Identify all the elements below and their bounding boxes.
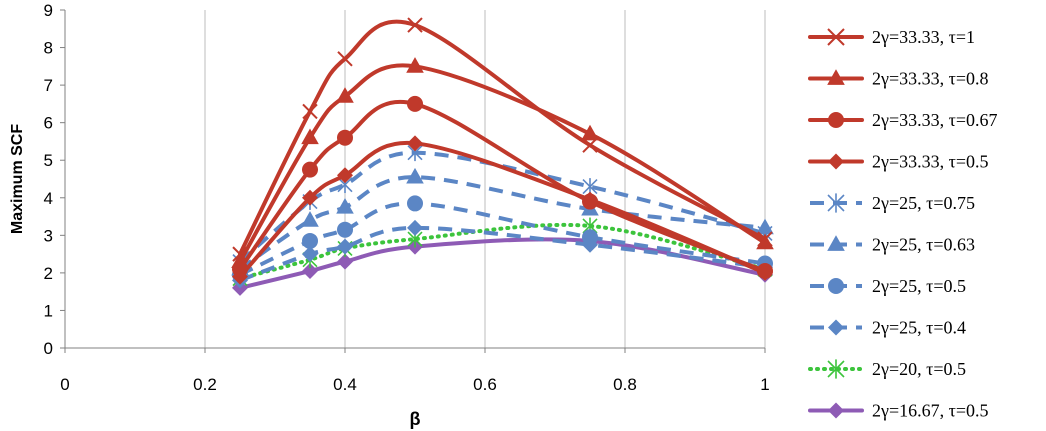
data-point	[231, 252, 249, 269]
legend-item: 2γ=25, τ=0.4	[810, 318, 966, 338]
legend-label: 2γ=25, τ=0.63	[872, 235, 975, 255]
data-point	[582, 193, 598, 210]
series-line	[238, 63, 767, 264]
x-tick-label: 0.2	[193, 375, 217, 394]
y-tick-label: 3	[44, 226, 53, 245]
data-point	[757, 231, 773, 247]
x-tick-label: 0.4	[333, 375, 357, 394]
y-tick-label: 1	[44, 301, 53, 320]
x-tick-label: 0.8	[613, 375, 637, 394]
data-point	[336, 197, 354, 214]
data-point	[407, 135, 423, 152]
legend-marker	[828, 402, 844, 419]
legend-item: 2γ=25, τ=0.75	[810, 193, 975, 213]
y-tick-label: 6	[44, 114, 53, 133]
data-point	[407, 195, 423, 212]
legend-label: 2γ=25, τ=0.75	[872, 193, 975, 213]
data-point	[337, 221, 353, 238]
series-1	[232, 17, 773, 262]
data-point	[302, 103, 318, 120]
plot-area	[231, 17, 774, 296]
data-point	[302, 161, 318, 178]
x-tick-label: 0	[60, 375, 69, 394]
data-point	[302, 189, 318, 206]
data-point	[302, 263, 318, 280]
legend-item: 2γ=33.33, τ=0.67	[808, 110, 998, 130]
marker-stroke	[757, 231, 773, 247]
marker-stroke	[827, 28, 845, 46]
x-tick-label: 1	[760, 375, 769, 394]
y-tick-label: 5	[44, 151, 53, 170]
data-point	[337, 253, 353, 270]
legend-marker	[828, 153, 844, 170]
legend-item: 2γ=16.67, τ=0.5	[808, 401, 989, 421]
legend-marker	[827, 69, 845, 85]
data-point	[337, 129, 353, 146]
x-axis-label: β	[410, 409, 421, 429]
marker-stroke	[302, 103, 318, 120]
legend-marker	[827, 28, 845, 46]
data-point	[757, 263, 773, 280]
data-point	[337, 51, 353, 67]
y-tick-label: 7	[44, 76, 53, 95]
legend-label: 2γ=33.33, τ=0.67	[872, 110, 998, 130]
legend-item: 2γ=20, τ=0.5	[808, 359, 966, 379]
y-tick-label: 4	[44, 189, 53, 208]
data-point	[756, 233, 774, 250]
data-point	[301, 128, 319, 145]
y-tick-label: 2	[44, 264, 53, 283]
x-tick-label: 0.6	[473, 375, 497, 394]
marker-stroke	[582, 137, 598, 153]
legend-label: 2γ=16.67, τ=0.5	[872, 401, 989, 421]
data-point	[407, 219, 423, 236]
data-point	[301, 211, 319, 227]
legend-item: 2γ=25, τ=0.5	[810, 276, 966, 296]
legend-label: 2γ=20, τ=0.5	[872, 359, 966, 379]
series-line	[238, 19, 767, 257]
legend-marker	[828, 278, 844, 294]
legend-marker	[827, 193, 845, 213]
legend-label: 2γ=33.33, τ=0.8	[872, 69, 989, 89]
legend-marker	[828, 112, 844, 128]
tick-labels: 0 1 2 3 4 5 6 7 8 9 0 0.2 0.4 0.6 0.8 1	[44, 1, 770, 394]
data-point	[336, 87, 354, 103]
legend-item: 2γ=33.33, τ=1	[808, 27, 975, 47]
data-point	[302, 232, 318, 249]
legend: 2γ=33.33, τ=1 2γ=33.33, τ=0.8 2γ=33.33, τ=…	[808, 27, 998, 421]
y-axis-label: Maximum SCF	[9, 124, 26, 234]
data-point	[406, 167, 424, 184]
legend-marker	[827, 235, 845, 251]
legend-marker	[827, 359, 845, 379]
data-point	[407, 95, 423, 112]
marker-stroke	[407, 17, 423, 33]
legend-label: 2γ=33.33, τ=1	[872, 27, 975, 47]
legend-label: 2γ=33.33, τ=0.5	[872, 152, 989, 172]
data-point	[581, 124, 599, 141]
legend-marker	[828, 319, 844, 336]
legend-label: 2γ=25, τ=0.5	[872, 276, 966, 296]
y-tick-label: 9	[44, 1, 53, 20]
grid-lines	[204, 10, 766, 348]
legend-item: 2γ=33.33, τ=0.5	[808, 152, 989, 172]
data-point	[406, 57, 424, 73]
marker-stroke	[337, 51, 353, 67]
data-point	[407, 17, 423, 33]
series-2	[231, 57, 774, 269]
data-point	[337, 238, 353, 255]
data-point	[582, 229, 598, 246]
y-tick-label: 0	[44, 339, 53, 358]
legend-item: 2γ=33.33, τ=0.8	[808, 69, 989, 89]
axes	[60, 9, 766, 353]
data-point	[582, 137, 598, 153]
legend-label: 2γ=25, τ=0.4	[872, 318, 966, 338]
legend-item: 2γ=25, τ=0.63	[810, 235, 975, 255]
data-point	[232, 246, 248, 262]
marker-stroke	[232, 246, 248, 262]
data-point	[302, 246, 318, 263]
data-point	[337, 167, 353, 184]
y-tick-label: 8	[44, 39, 53, 58]
